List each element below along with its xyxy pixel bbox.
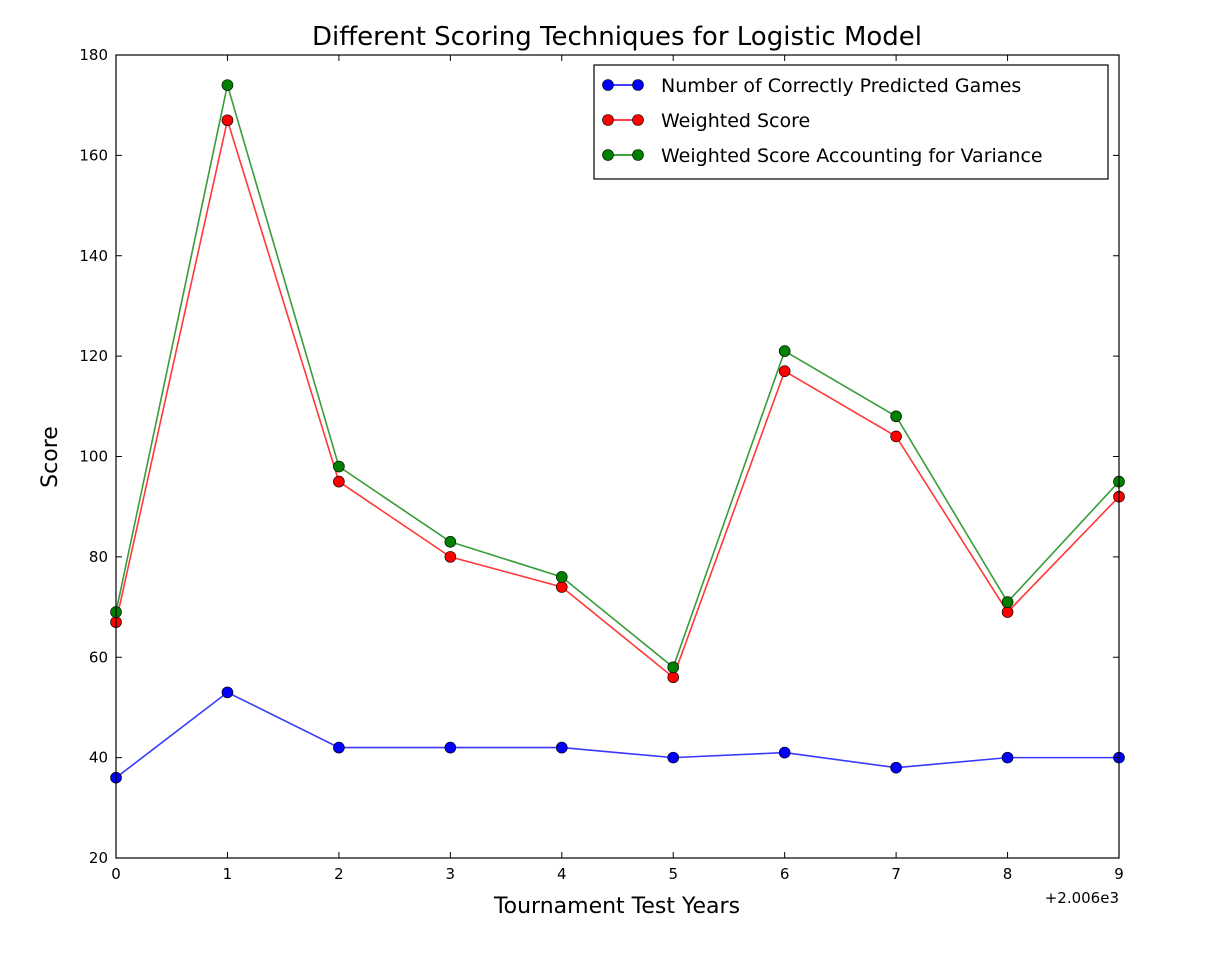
data-point-2-8 [1001, 596, 1014, 608]
y-tick-label-7: 160 [79, 146, 108, 164]
x-tick-label-5: 5 [668, 865, 678, 883]
series-line-0 [115, 691, 1119, 779]
x-tick-label-8: 8 [1003, 865, 1013, 883]
data-point-2-7 [890, 410, 902, 423]
y-tick-label-6: 140 [79, 247, 108, 265]
data-point-1-4 [555, 581, 568, 593]
legend-marker-end-1 [632, 114, 644, 126]
data-point-2-2 [333, 460, 345, 473]
x-axis-label: Tournament Test Years [493, 894, 740, 919]
data-point-1-2 [333, 475, 345, 488]
data-point-2-4 [555, 571, 568, 583]
x-tick-label-9: 9 [1114, 865, 1124, 883]
data-point-0-5 [667, 751, 680, 764]
y-axis-label: Score [38, 426, 63, 488]
data-point-2-5 [667, 661, 680, 674]
y-tick-label-0: 20 [89, 849, 108, 867]
y-tick-label-8: 180 [79, 46, 108, 64]
legend-marker-start-0 [602, 79, 614, 91]
legend-label-0: Number of Correctly Predicted Games [661, 75, 1021, 97]
y-tick-label-5: 120 [79, 347, 108, 365]
axes: 0 1 2 3 4 5 6 7 8 9 20 40 60 80 100 120 140 160 180 [79, 46, 1123, 883]
data-point-1-5 [667, 671, 680, 684]
data-point-1-7 [890, 430, 902, 443]
chart-title: Different Scoring Techniques for Logisti… [312, 22, 922, 52]
x-tick-label-6: 6 [780, 865, 790, 883]
data-point-0-7 [890, 761, 902, 774]
x-tick-label-4: 4 [557, 865, 567, 883]
data-point-1-8 [1001, 606, 1014, 618]
legend-marker-start-2 [602, 149, 614, 161]
legend-box [593, 64, 1109, 180]
legend-marker-end-2 [632, 149, 644, 161]
data-point-0-3 [444, 741, 457, 754]
legend: Number of Correctly Predicted Games Weigh… [593, 64, 1109, 180]
data-point-1-3 [444, 551, 457, 563]
legend-label-2: Weighted Score Accounting for Variance [661, 145, 1043, 167]
data-point-0-6 [778, 746, 791, 759]
x-tick-label-0: 0 [111, 865, 121, 883]
data-point-2-6 [778, 345, 791, 357]
plot-area [110, 79, 1125, 784]
data-point-2-3 [444, 536, 457, 548]
x-tick-label-1: 1 [223, 865, 233, 883]
series-line-2 [115, 84, 1120, 669]
y-tick-label-3: 80 [89, 548, 108, 566]
x-axis-offset-label: +2.006e3 [1045, 889, 1119, 907]
x-tick-label-2: 2 [334, 865, 344, 883]
data-point-1-1 [221, 114, 234, 127]
legend-marker-end-0 [632, 79, 644, 91]
series-line-1 [115, 117, 1120, 679]
y-tick-label-4: 100 [79, 448, 108, 466]
legend-label-1: Weighted Score [661, 110, 810, 132]
data-point-0-2 [333, 741, 345, 754]
data-point-2-1 [221, 79, 234, 91]
x-tick-label-3: 3 [446, 865, 456, 883]
y-tick-label-1: 40 [89, 749, 108, 767]
x-tick-label-7: 7 [891, 865, 901, 883]
data-point-0-1 [221, 686, 234, 699]
data-point-0-8 [1001, 751, 1014, 764]
y-tick-label-2: 60 [89, 648, 108, 666]
data-point-1-6 [778, 365, 791, 377]
data-point-0-4 [555, 741, 568, 754]
legend-marker-start-1 [602, 114, 614, 126]
